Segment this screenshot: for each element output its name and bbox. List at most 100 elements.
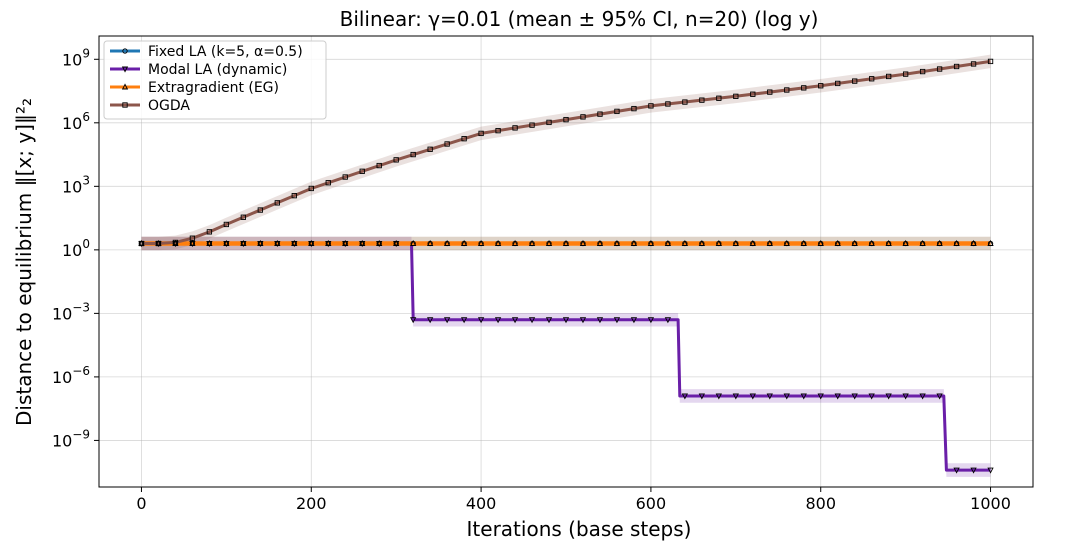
data-point — [716, 240, 722, 247]
legend-item: Modal LA (dynamic) — [110, 62, 287, 78]
legend: Fixed LA (k=5, α=0.5) Modal LA (dynamic) E… — [103, 40, 327, 120]
data-point — [851, 393, 858, 400]
data-point — [733, 93, 739, 99]
data-point — [664, 317, 672, 324]
data-point — [410, 240, 416, 247]
data-point — [172, 240, 179, 247]
data-point — [528, 317, 536, 324]
data-point — [885, 393, 892, 400]
x-tick-label: 400 — [466, 494, 497, 513]
y-tick-label: 10−9 — [52, 427, 90, 450]
data-point — [733, 240, 739, 247]
data-point — [563, 116, 569, 123]
data-point — [206, 240, 213, 247]
legend-item: Fixed LA (k=5, α=0.5) — [110, 44, 303, 60]
y-tick-label: 100 — [62, 237, 90, 260]
data-point — [443, 317, 451, 324]
data-point — [257, 207, 263, 213]
data-point — [665, 101, 671, 107]
data-point — [919, 393, 926, 400]
data-point — [953, 63, 960, 70]
series-markers-1 — [138, 241, 994, 474]
data-point — [444, 141, 450, 147]
data-point — [291, 192, 297, 199]
legend-item: Extragradient (EG) — [110, 80, 279, 96]
y-tick-label: 10−3 — [52, 300, 90, 323]
data-point — [223, 221, 230, 228]
data-point — [648, 240, 654, 247]
data-point — [308, 240, 314, 247]
data-point — [750, 91, 756, 97]
data-point — [970, 61, 977, 67]
data-point — [835, 240, 841, 247]
data-point — [987, 467, 994, 474]
data-point — [359, 168, 365, 174]
data-point — [444, 240, 450, 247]
data-point — [801, 85, 807, 91]
data-point — [460, 317, 468, 324]
data-point — [223, 240, 230, 247]
x-tick-label: 1000 — [970, 494, 1011, 513]
data-point — [189, 240, 196, 247]
data-point — [919, 240, 926, 247]
data-point — [597, 240, 603, 247]
data-point — [886, 240, 892, 247]
data-point — [936, 393, 943, 400]
data-point — [122, 48, 128, 54]
data-point — [546, 240, 552, 247]
data-point — [732, 393, 739, 400]
data-point — [562, 317, 570, 324]
data-point — [852, 78, 858, 84]
data-point — [614, 240, 620, 247]
data-point — [461, 240, 467, 247]
data-point — [121, 83, 129, 90]
data-point — [631, 240, 637, 247]
data-point — [800, 393, 807, 400]
data-point — [495, 127, 501, 134]
legend-box — [103, 40, 327, 120]
series-markers — [138, 58, 994, 474]
data-point — [427, 146, 433, 152]
data-point — [766, 393, 773, 400]
data-point — [919, 68, 926, 75]
data-point — [512, 240, 518, 247]
x-tick-label: 800 — [805, 494, 836, 513]
data-point — [122, 102, 128, 108]
data-point — [478, 240, 484, 247]
data-point — [868, 393, 875, 400]
legend-label: Modal LA (dynamic) — [148, 62, 287, 78]
data-point — [767, 240, 773, 247]
y-axis-ticks: 109 106 103 100 10−3 10−6 10−9 — [52, 46, 99, 450]
data-point — [512, 125, 518, 131]
data-point — [359, 240, 365, 247]
x-tick-label: 200 — [296, 494, 327, 513]
data-point — [936, 66, 943, 72]
data-point — [783, 393, 790, 400]
x-tick-label: 0 — [136, 494, 146, 513]
data-point — [869, 76, 875, 82]
data-point — [886, 73, 892, 80]
data-point — [852, 240, 858, 247]
data-point — [715, 393, 722, 400]
data-point — [189, 235, 196, 241]
data-point — [869, 240, 875, 247]
data-point — [818, 240, 824, 247]
data-point — [511, 317, 519, 324]
data-point — [953, 240, 960, 247]
data-point — [240, 214, 246, 220]
data-point — [529, 240, 535, 247]
x-axis-ticks: 0 200 400 600 800 1000 — [136, 487, 1011, 513]
ci-band-1 — [141, 236, 991, 477]
data-point — [410, 317, 417, 324]
data-point — [308, 185, 314, 192]
data-point — [902, 393, 909, 400]
series-markers-0 — [138, 240, 994, 247]
data-point — [342, 174, 348, 180]
x-axis-label: Iterations (base steps) — [467, 517, 692, 541]
y-tick-label: 10−6 — [52, 364, 90, 387]
data-point — [614, 108, 620, 115]
data-point — [138, 240, 145, 247]
data-point — [529, 122, 535, 128]
y-tick-label: 109 — [62, 46, 90, 69]
data-point — [682, 99, 688, 105]
